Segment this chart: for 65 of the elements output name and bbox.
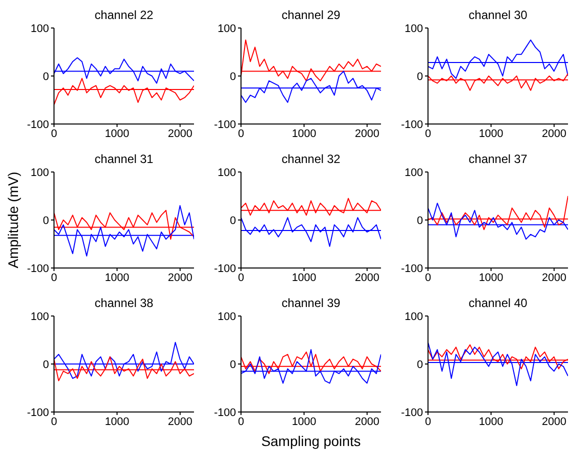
x-tick-label: 1000 [478, 128, 504, 140]
chart-title: channel 30 [468, 8, 528, 22]
y-tick-label: 0 [42, 214, 49, 227]
y-tick-label: -100 [400, 406, 423, 419]
x-tick-label: 1000 [292, 416, 316, 428]
x-tick-label: 2000 [354, 272, 380, 284]
y-tick-label: -100 [214, 118, 236, 131]
y-tick-label: 100 [30, 166, 49, 179]
chart-title: channel 29 [280, 8, 342, 22]
chart-title: channel 31 [94, 152, 154, 166]
chart-title: channel 38 [94, 296, 154, 310]
y-tick-label: -100 [400, 262, 423, 275]
x-tick-label: 1000 [292, 128, 316, 140]
y-tick-label: -100 [26, 262, 49, 275]
y-tick-label: 100 [218, 310, 236, 323]
y-tick-label: 100 [404, 310, 423, 323]
x-tick-label: 2000 [354, 416, 380, 428]
x-tick-label: 1000 [104, 272, 130, 284]
y-tick-label: -100 [214, 262, 236, 275]
x-tick-label: 1000 [478, 272, 504, 284]
y-tick-label: 100 [404, 22, 423, 35]
x-tick-label: 2000 [542, 128, 566, 140]
x-tick-label: 1000 [104, 416, 130, 428]
y-axis-title: Amplitude (mV) [5, 172, 21, 268]
y-tick-label: 100 [218, 166, 236, 179]
y-tick-label: 100 [218, 22, 236, 35]
x-tick-label: 1000 [292, 272, 316, 284]
x-tick-label: 0 [238, 416, 244, 428]
chart-title: channel 32 [280, 152, 342, 166]
x-tick-label: 2000 [168, 128, 192, 140]
x-tick-label: 2000 [168, 272, 192, 284]
x-tick-label: 0 [50, 416, 58, 428]
y-tick-label: -100 [400, 118, 423, 131]
y-tick-label: -100 [26, 406, 49, 419]
x-tick-label: 0 [238, 272, 244, 284]
x-tick-label: 2000 [354, 128, 380, 140]
y-tick-label: 100 [30, 310, 49, 323]
y-tick-label: 0 [416, 70, 423, 83]
x-tick-label: 2000 [168, 416, 192, 428]
x-tick-label: 0 [424, 272, 432, 284]
chart-title: channel 22 [94, 8, 154, 22]
y-tick-label: 0 [416, 358, 423, 371]
x-tick-label: 2000 [542, 416, 566, 428]
x-tick-label: 1000 [104, 128, 130, 140]
y-tick-label: 0 [42, 358, 49, 371]
x-tick-label: 0 [238, 128, 244, 140]
chart-title: channel 37 [468, 152, 528, 166]
y-tick-label: 0 [42, 70, 49, 83]
y-tick-label: 0 [230, 214, 236, 227]
chart-title: channel 39 [280, 296, 342, 310]
y-tick-label: -100 [26, 118, 49, 131]
y-tick-label: 100 [404, 166, 423, 179]
x-tick-label: 2000 [542, 272, 566, 284]
x-tick-label: 0 [50, 128, 58, 140]
y-tick-label: 0 [416, 214, 423, 227]
y-tick-label: 100 [30, 22, 49, 35]
y-tick-label: -100 [214, 406, 236, 419]
y-tick-label: 0 [230, 70, 236, 83]
x-tick-label: 0 [424, 416, 432, 428]
y-tick-label: 0 [230, 358, 236, 371]
x-axis-title: Sampling points [260, 433, 362, 449]
x-tick-label: 0 [50, 272, 58, 284]
chart-title: channel 40 [468, 296, 528, 310]
x-tick-label: 1000 [478, 416, 504, 428]
x-tick-label: 0 [424, 128, 432, 140]
